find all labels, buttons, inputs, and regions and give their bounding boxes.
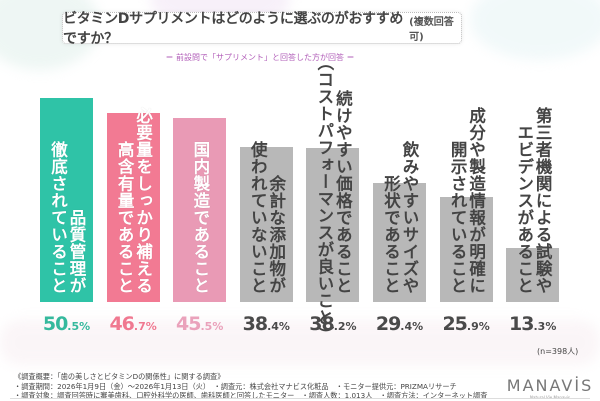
value-label: 13.3%	[509, 313, 557, 335]
chart-subtitle: ＝ 前設問で「サプリメント」と回答した方が回答 ＝	[165, 53, 355, 62]
manavis-logo: MANAVİS Natural Vie Manavis	[505, 376, 595, 400]
bar-label-line: 開示されていること	[448, 140, 468, 294]
value-label: 38.2%	[309, 313, 357, 335]
bar-label: 成分や製造情報が明確に 開示されていること	[448, 54, 485, 294]
bar: 必要量をしっかり補える 高含有量であること	[106, 107, 160, 302]
bar-label-line: 徹底されていること	[48, 140, 68, 294]
value-label: 45.5%	[176, 313, 224, 335]
value-label: 25.9%	[442, 313, 490, 335]
bar: 飲みやすいサイズや 形状であること	[373, 141, 426, 302]
value-label: 46.7%	[109, 313, 157, 335]
bar-label-line: 形状であること	[381, 174, 401, 294]
bar-label-line: 高含有量であること	[115, 140, 135, 294]
value-label: 38.4%	[242, 313, 290, 335]
footer-line: ・調査対象：調査回答時に審美歯科、口腔外科学の医師、歯科医師と回答したモニター …	[14, 391, 488, 400]
bar-label-line: 成分や製造情報が明確に	[466, 106, 486, 294]
bar-label-line: 続けやすい価格であること	[333, 89, 353, 294]
bar: 第三者機関による試験や エビデンスがあること	[506, 107, 560, 302]
bar-label-line: 品質管理が	[66, 208, 86, 294]
bar-label: 続けやすい価格であること （コストパフォーマンスが良いこと）	[314, 54, 353, 343]
divider	[10, 398, 590, 399]
bar-label-line: エビデンスがあること	[514, 123, 534, 294]
floral-decoration	[0, 320, 600, 365]
footer-line: ・調査期間：2026年1月9日（金）～2026年1月13日（火） ・調査元：株式…	[14, 381, 457, 391]
bar-chart: 品質管理が 徹底されていること 50.5% 必要量をしっかり補える 高含有量であること 4…	[40, 54, 560, 343]
bar-label-line: 飲みやすいサイズや	[399, 140, 419, 294]
bar: 続けやすい価格であること （コストパフォーマンスが良いこと）	[306, 54, 360, 343]
title-note: (複数回答可)	[409, 17, 454, 43]
bar-label-line: 第三者機関による試験や	[533, 106, 553, 294]
bar-label: 国内製造であること	[190, 54, 210, 294]
bar: 国内製造であること	[173, 118, 227, 302]
bar-label-line: 余計な添加物が	[266, 174, 286, 294]
value-label: 50.5%	[42, 313, 91, 335]
logo-subtext: Natural Vie Manavis	[530, 395, 570, 400]
bar-label: 飲みやすいサイズや 形状であること	[381, 54, 419, 294]
bar-label-line: 使われていないこと	[248, 140, 268, 294]
chart-title: ビタミンDサプリメントはどのように選ぶのがおすすめですか？	[63, 11, 404, 47]
bar-label-line: 必要量をしっかり補える	[133, 106, 153, 294]
bar: 成分や製造情報が明確に 開示されていること	[439, 107, 493, 302]
title-box: ビタミンDサプリメントはどのように選ぶのがおすすめですか？ (複数回答可)	[62, 11, 462, 47]
value-label: 29.4%	[375, 313, 424, 335]
bar: 余計な添加物が 使われていないこと	[239, 141, 293, 302]
bar-label: 品質管理が 徹底されていること	[48, 54, 86, 294]
bar-label-line: （コストパフォーマンスが良いこと）	[314, 53, 334, 343]
logo-text: MANAVİS	[506, 376, 594, 395]
bar: 品質管理が 徹底されていること	[40, 97, 93, 302]
bar-label: 余計な添加物が 使われていないこと	[248, 54, 285, 294]
footer-line: 《調査概要：「歯の美しさとビタミンDの関係性」に関する調査》	[14, 372, 225, 381]
sample-size: (n=398人)	[537, 347, 579, 356]
survey-footer: 《調査概要：「歯の美しさとビタミンDの関係性」に関する調査》 ・調査期間：202…	[14, 372, 487, 401]
bar-label: 必要量をしっかり補える 高含有量であること	[115, 54, 152, 294]
bar-label-line: 国内製造であること	[190, 140, 210, 294]
bar-label: 第三者機関による試験や エビデンスがあること	[514, 54, 553, 294]
